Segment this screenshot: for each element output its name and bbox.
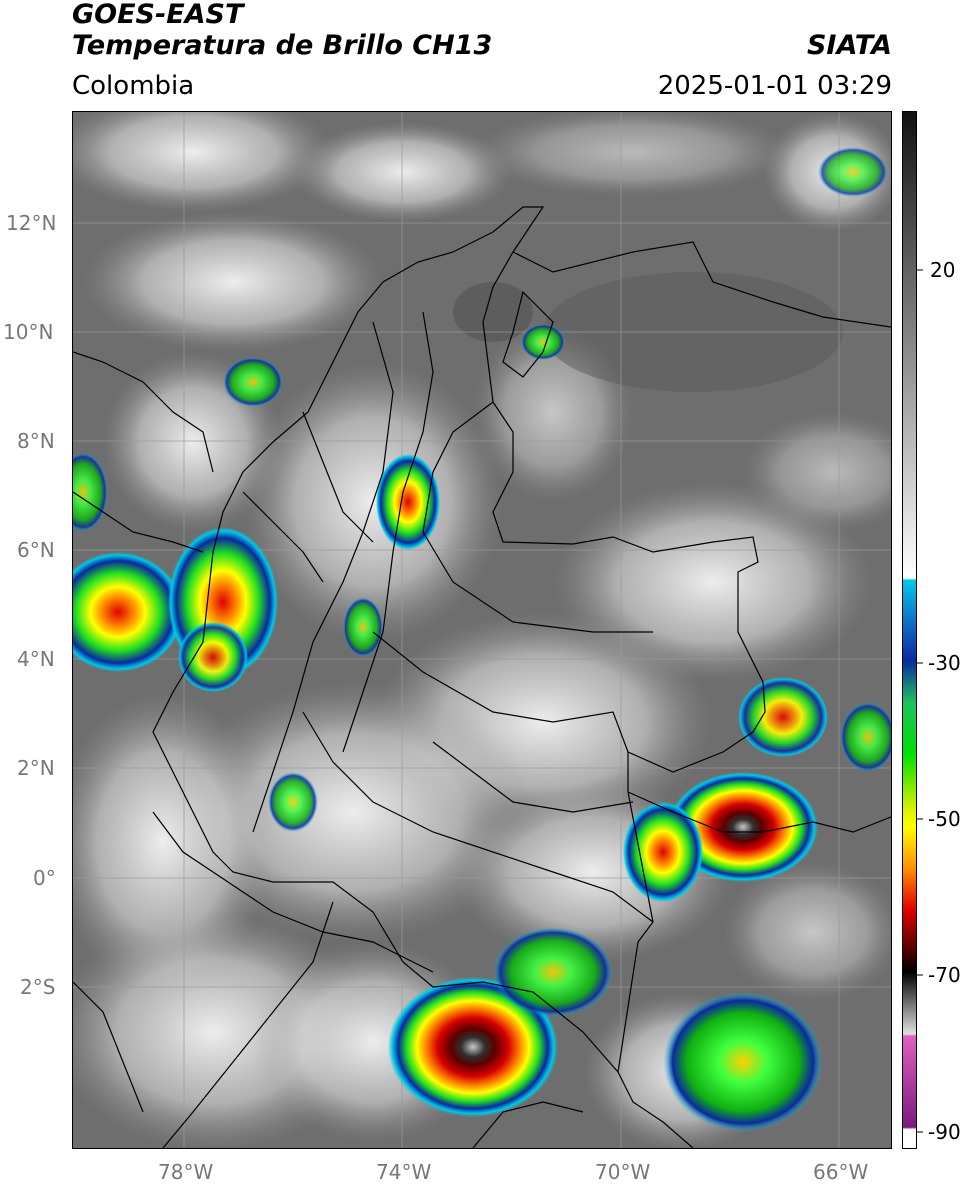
colorbar-label: -30 bbox=[928, 651, 961, 675]
agency-label: SIATA bbox=[806, 30, 892, 61]
borders bbox=[73, 206, 891, 1148]
datetime-label: 2025-01-01 03:29 bbox=[657, 71, 892, 101]
storm-caribbean-2 bbox=[521, 324, 565, 360]
lon-tick: 70°W bbox=[595, 1160, 651, 1184]
storm-santander bbox=[376, 454, 440, 550]
convective-cells bbox=[73, 147, 891, 1132]
storm-amazon-sw-ext bbox=[493, 927, 613, 1017]
brazil-border bbox=[627, 791, 891, 833]
lat-tick: 2°S bbox=[20, 975, 56, 999]
lat-tick: 10°N bbox=[3, 320, 54, 344]
storm-amazon-se bbox=[663, 992, 823, 1132]
colorbar-ticks bbox=[917, 269, 923, 1133]
lon-tick: 66°W bbox=[813, 1160, 869, 1184]
storm-cauca bbox=[268, 772, 318, 832]
storm-choco-south bbox=[178, 622, 248, 692]
storm-pacific bbox=[73, 552, 183, 672]
temperature-colorbar bbox=[902, 111, 917, 1149]
venezuela-coast bbox=[512, 241, 891, 328]
storm-caribbean-1 bbox=[223, 357, 283, 407]
storm-magdalena bbox=[343, 597, 383, 657]
lat-tick: 0° bbox=[33, 866, 56, 890]
lon-tick: 78°W bbox=[158, 1160, 214, 1184]
lat-tick: 6°N bbox=[17, 538, 55, 562]
storm-east-edge bbox=[840, 702, 891, 772]
peru-border bbox=[162, 901, 334, 1148]
lon-tick: 74°W bbox=[376, 1160, 432, 1184]
colorbar-label: -90 bbox=[928, 1120, 961, 1144]
storm-vaupes-north bbox=[738, 677, 828, 757]
lat-tick: 2°N bbox=[17, 756, 55, 780]
storm-west-edge bbox=[73, 452, 108, 532]
storm-amazon-sw bbox=[388, 977, 558, 1117]
colorbar-label: -50 bbox=[928, 807, 961, 831]
storm-vaupes bbox=[668, 772, 818, 882]
storm-northeast bbox=[818, 147, 888, 197]
panama-coast bbox=[73, 351, 214, 473]
lat-lon-grid bbox=[73, 112, 891, 1148]
lat-tick: 8°N bbox=[17, 429, 55, 453]
colorbar-label: -70 bbox=[928, 963, 961, 987]
colorbar-gradient bbox=[903, 112, 916, 1148]
region-label: Colombia bbox=[72, 71, 195, 101]
storm-vaupes-west bbox=[623, 802, 703, 902]
lat-tick: 12°N bbox=[6, 211, 57, 235]
colombia-border bbox=[152, 206, 766, 1074]
maracaibo-lake bbox=[502, 290, 554, 378]
south-coast bbox=[73, 981, 144, 1113]
ecuador-border bbox=[152, 811, 434, 973]
colorbar-label: 20 bbox=[930, 258, 956, 282]
map-canvas bbox=[73, 112, 891, 1148]
satellite-title: GOES-EAST bbox=[72, 0, 244, 30]
lat-tick: 4°N bbox=[17, 647, 55, 671]
product-title: Temperatura de Brillo CH13 bbox=[72, 30, 493, 61]
satellite-map bbox=[72, 111, 892, 1149]
